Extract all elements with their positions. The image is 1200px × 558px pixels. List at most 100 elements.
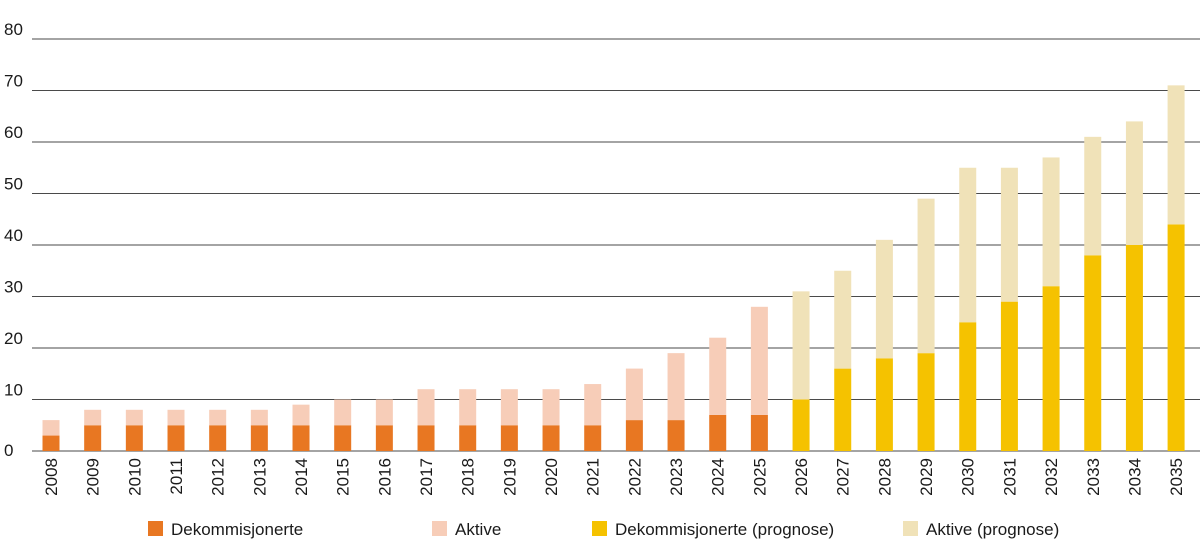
- x-tick-label: 2019: [500, 458, 519, 496]
- bar-segment: [1167, 224, 1185, 451]
- bar-segment: [1000, 167, 1018, 302]
- bar-segment: [125, 425, 143, 451]
- bar-segment: [542, 425, 560, 451]
- x-tick-label: 2013: [250, 458, 269, 496]
- bar-segment: [250, 425, 268, 451]
- bar-segment: [625, 368, 643, 421]
- x-tick-label: 2035: [1167, 458, 1186, 496]
- gridlines: [32, 38, 1200, 452]
- x-tick-label: 2020: [542, 458, 561, 496]
- legend-item: Dekommisjonerte (prognose): [592, 520, 834, 539]
- x-tick-label: 2010: [125, 458, 144, 496]
- bars: [42, 85, 1185, 451]
- bar-segment: [167, 425, 185, 451]
- bar-segment: [292, 425, 310, 451]
- legend-item: Aktive: [432, 520, 501, 539]
- x-tick-label: 2024: [709, 458, 728, 496]
- bar-segment: [750, 306, 768, 415]
- bar-segment: [709, 337, 727, 415]
- y-axis-tick-labels: 0 10 20 30 40 50 60 70 80: [4, 20, 23, 460]
- bar-segment: [750, 414, 768, 451]
- bar-segment: [42, 435, 60, 451]
- bar-segment: [417, 425, 435, 451]
- x-tick-label: 2028: [875, 458, 894, 496]
- bar-segment: [292, 404, 310, 426]
- bar-segment: [125, 409, 143, 426]
- bar-segment: [375, 425, 393, 451]
- x-axis-tick-labels: 2008 2009 2010 2011 2012 2013 2014 2015 2016 2017…: [42, 458, 1186, 496]
- bar-segment: [959, 322, 977, 451]
- y-tick-label: 70: [4, 72, 23, 91]
- bar-segment: [1125, 245, 1143, 451]
- x-tick-label: 2031: [1000, 458, 1019, 496]
- x-tick-label: 2015: [334, 458, 353, 496]
- bar-segment: [917, 198, 935, 354]
- bar-segment: [500, 389, 518, 426]
- bar-segment: [834, 368, 852, 451]
- x-tick-label: 2026: [792, 458, 811, 496]
- legend-label: Dekommisjonerte (prognose): [615, 520, 834, 539]
- bar-segment: [417, 389, 435, 426]
- bar-segment: [917, 353, 935, 451]
- y-tick-label: 40: [4, 226, 23, 245]
- bar-segment: [792, 399, 810, 451]
- x-tick-label: 2008: [42, 458, 61, 496]
- bar-segment: [1042, 157, 1060, 287]
- bar-segment: [1125, 121, 1143, 245]
- bar-segment: [84, 409, 102, 426]
- legend-swatch: [592, 521, 607, 536]
- x-tick-label: 2021: [584, 458, 603, 496]
- legend-swatch: [148, 521, 163, 536]
- x-tick-label: 2023: [667, 458, 686, 496]
- bar-segment: [1167, 85, 1185, 225]
- bar-segment: [209, 425, 227, 451]
- bar-segment: [667, 420, 685, 451]
- y-tick-label: 30: [4, 278, 23, 297]
- x-tick-label: 2012: [209, 458, 228, 496]
- bar-segment: [875, 239, 893, 359]
- bar-segment: [334, 425, 352, 451]
- bar-segment: [84, 425, 102, 451]
- x-tick-label: 2022: [625, 458, 644, 496]
- legend-label: Aktive (prognose): [926, 520, 1059, 539]
- x-tick-label: 2018: [459, 458, 478, 496]
- bar-segment: [1042, 286, 1060, 451]
- bar-segment: [709, 414, 727, 451]
- bar-segment: [667, 353, 685, 421]
- bar-segment: [375, 399, 393, 426]
- bar-segment: [1084, 136, 1102, 256]
- bar-segment: [1084, 255, 1102, 451]
- legend-label: Dekommisjonerte: [171, 520, 303, 539]
- bar-segment: [500, 425, 518, 451]
- x-tick-label: 2030: [959, 458, 978, 496]
- y-tick-label: 60: [4, 123, 23, 142]
- y-tick-label: 0: [4, 441, 13, 460]
- x-tick-label: 2014: [292, 458, 311, 496]
- x-tick-label: 2009: [84, 458, 103, 496]
- bar-segment: [459, 425, 477, 451]
- bar-segment: [459, 389, 477, 426]
- x-tick-label: 2011: [167, 458, 186, 495]
- x-tick-label: 2016: [375, 458, 394, 496]
- bar-segment: [834, 270, 852, 369]
- bar-segment: [959, 167, 977, 323]
- bar-segment: [584, 384, 602, 426]
- x-tick-label: 2017: [417, 458, 436, 496]
- bar-segment: [625, 420, 643, 451]
- y-tick-label: 80: [4, 20, 23, 39]
- bar-segment: [42, 420, 60, 436]
- y-tick-label: 20: [4, 329, 23, 348]
- legend-label: Aktive: [455, 520, 501, 539]
- x-tick-label: 2033: [1084, 458, 1103, 496]
- bar-segment: [209, 409, 227, 426]
- bar-segment: [792, 291, 810, 400]
- x-tick-label: 2025: [750, 458, 769, 496]
- x-tick-label: 2027: [834, 458, 853, 496]
- bar-segment: [167, 409, 185, 426]
- bar-segment: [875, 358, 893, 451]
- y-tick-label: 10: [4, 381, 23, 400]
- bar-segment: [584, 425, 602, 451]
- legend-item: Dekommisjonerte: [148, 520, 303, 539]
- bar-segment: [1000, 301, 1018, 451]
